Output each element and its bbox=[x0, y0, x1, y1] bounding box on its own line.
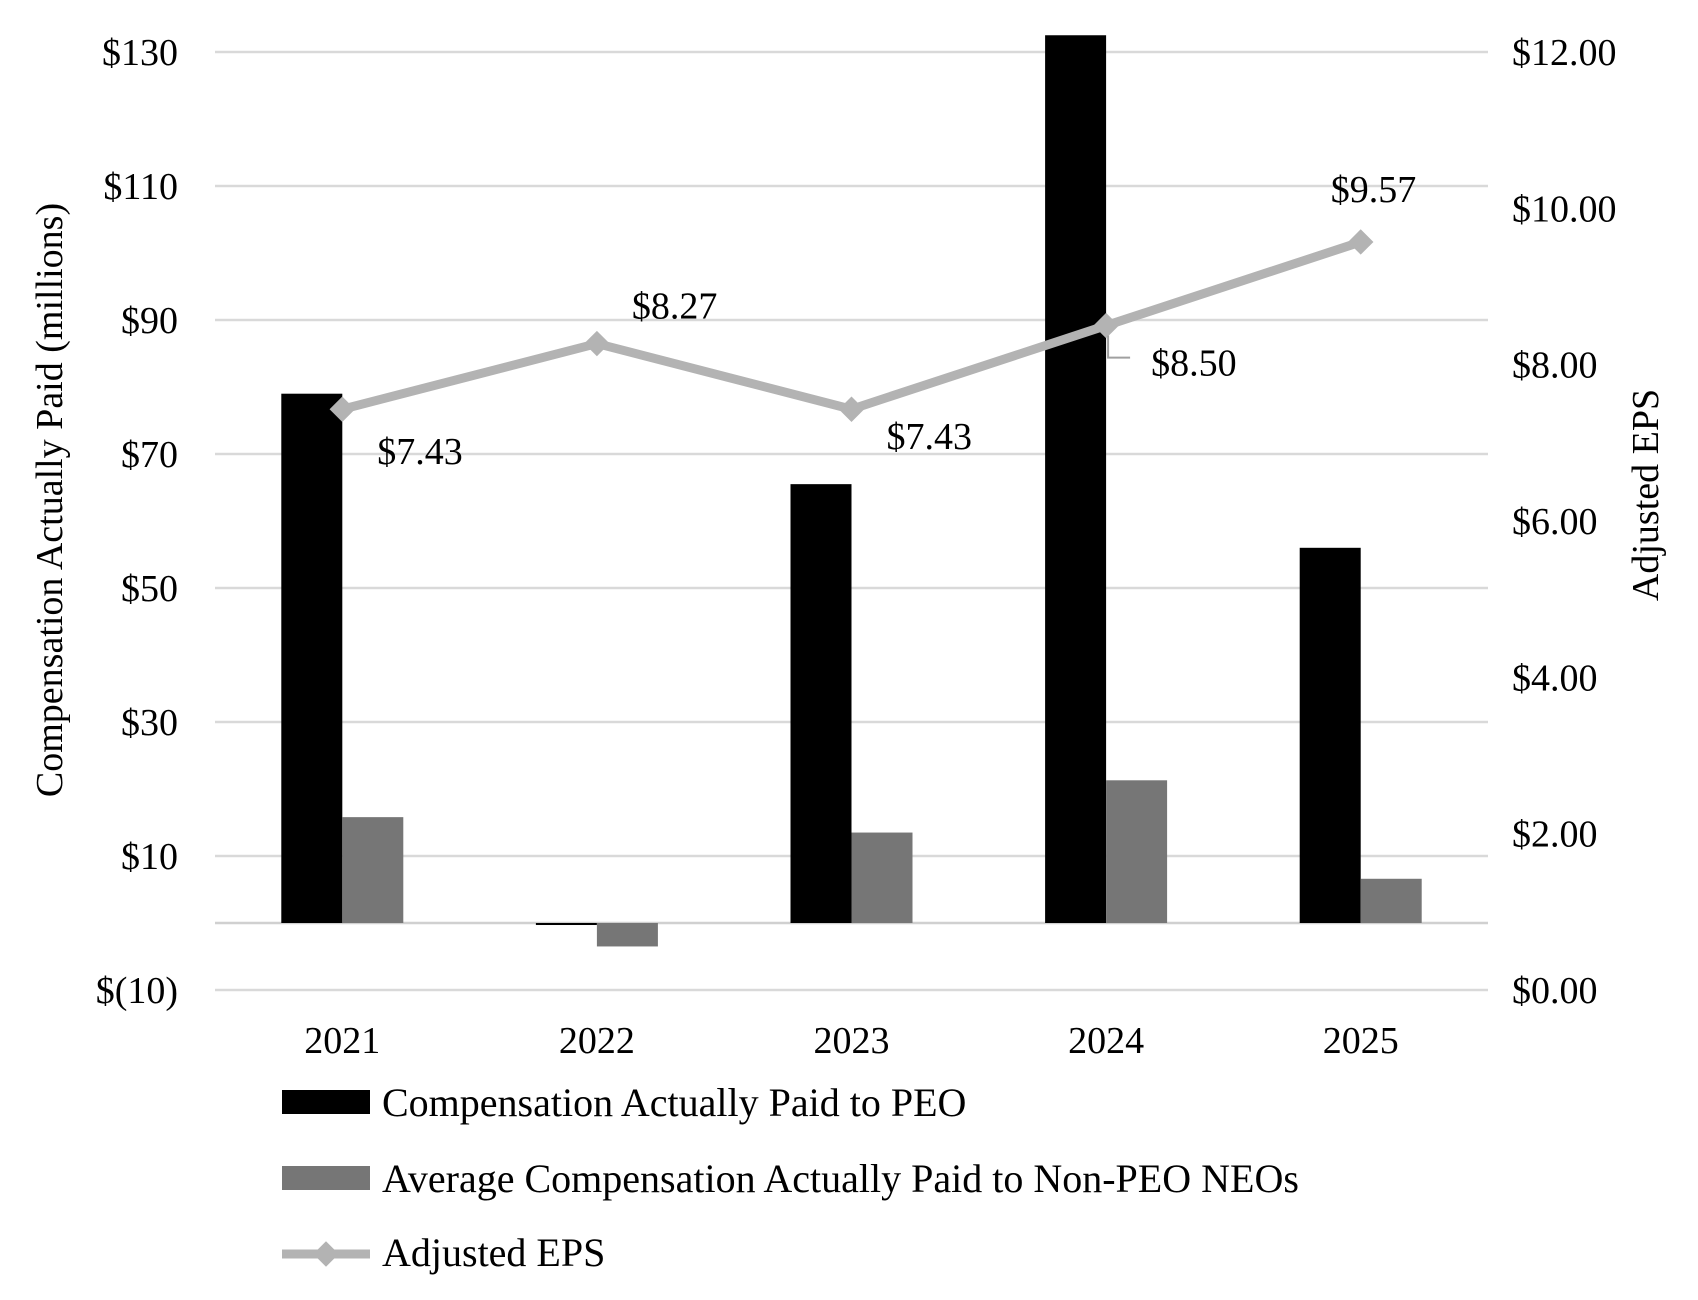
eps-label-2023: $7.43 bbox=[887, 416, 973, 458]
legend-item-eps: Adjusted EPS bbox=[282, 1230, 605, 1275]
left-tick-label: $130 bbox=[102, 32, 178, 74]
right-axis-title: Adjusted EPS bbox=[1625, 389, 1667, 601]
bar-neo-2025 bbox=[1360, 878, 1422, 923]
bar-peo-2024 bbox=[1045, 35, 1107, 923]
right-tick-label: $12.00 bbox=[1512, 32, 1617, 74]
x-tick-label: 2024 bbox=[1068, 1020, 1144, 1062]
eps-marker-2022 bbox=[584, 330, 610, 357]
legend-label-peo: Compensation Actually Paid to PEO bbox=[382, 1080, 966, 1125]
bar-neo-2023 bbox=[851, 832, 913, 923]
left-tick-label: $(10) bbox=[96, 970, 178, 1012]
left-tick-label: $30 bbox=[121, 702, 178, 744]
legend-label-neo: Average Compensation Actually Paid to No… bbox=[382, 1156, 1299, 1201]
legend-item-peo: Compensation Actually Paid to PEO bbox=[282, 1080, 966, 1125]
right-tick-label: $8.00 bbox=[1512, 345, 1598, 387]
right-tick-label: $0.00 bbox=[1512, 970, 1598, 1012]
eps-label-2024: $8.50 bbox=[1151, 343, 1237, 385]
legend-swatch-neo bbox=[282, 1166, 370, 1190]
eps-marker-2021 bbox=[329, 396, 356, 422]
bar-peo-2023 bbox=[790, 484, 852, 923]
x-tick-label: 2021 bbox=[304, 1020, 380, 1062]
x-tick-label: 2022 bbox=[559, 1020, 635, 1062]
bar-neo-2021 bbox=[342, 817, 404, 923]
legend-swatch-eps-marker bbox=[313, 1241, 339, 1267]
eps-label-2021: $7.43 bbox=[377, 431, 463, 473]
eps-label-leader-line bbox=[1107, 335, 1131, 359]
left-axis-title: Compensation Actually Paid (millions) bbox=[29, 203, 71, 797]
bar-peo-2025 bbox=[1299, 547, 1361, 923]
bars bbox=[281, 35, 1422, 947]
legend-label-eps: Adjusted EPS bbox=[382, 1230, 605, 1275]
data-labels: $7.43 $8.27 $7.43 $8.50 $9.57 bbox=[377, 169, 1416, 473]
right-tick-label: $4.00 bbox=[1512, 657, 1598, 699]
right-axis-ticks: $0.00 $2.00 $4.00 $6.00 $8.00 $10.00 $12.00 bbox=[1512, 32, 1617, 1012]
eps-line bbox=[329, 229, 1374, 422]
legend: Compensation Actually Paid to PEO Averag… bbox=[282, 1080, 1299, 1275]
legend-item-neo: Average Compensation Actually Paid to No… bbox=[282, 1156, 1299, 1201]
left-tick-label: $90 bbox=[121, 300, 178, 342]
left-axis-ticks: $(10) $10 $30 $50 $70 $90 $110 $130 bbox=[96, 32, 178, 1012]
eps-marker-2023 bbox=[838, 396, 865, 422]
left-tick-label: $70 bbox=[121, 434, 178, 476]
legend-swatch-peo bbox=[282, 1090, 370, 1114]
left-tick-label: $50 bbox=[121, 568, 178, 610]
bar-peo-2021 bbox=[281, 393, 343, 923]
left-tick-label: $110 bbox=[103, 166, 178, 208]
right-tick-label: $6.00 bbox=[1512, 501, 1598, 543]
eps-marker-2025 bbox=[1347, 229, 1374, 255]
left-tick-label: $10 bbox=[121, 836, 178, 878]
right-tick-label: $10.00 bbox=[1512, 188, 1617, 230]
x-tick-label: 2023 bbox=[814, 1020, 890, 1062]
eps-label-2022: $8.27 bbox=[632, 286, 718, 328]
bar-peo-2022 bbox=[535, 923, 597, 926]
right-tick-label: $2.00 bbox=[1512, 814, 1598, 856]
x-tick-label: 2025 bbox=[1323, 1020, 1399, 1062]
bar-neo-2022 bbox=[596, 923, 658, 947]
x-axis-ticks: 2021 2022 2023 2024 2025 bbox=[304, 1020, 1398, 1062]
bar-neo-2024 bbox=[1106, 780, 1168, 923]
eps-label-2025: $9.57 bbox=[1331, 169, 1417, 211]
